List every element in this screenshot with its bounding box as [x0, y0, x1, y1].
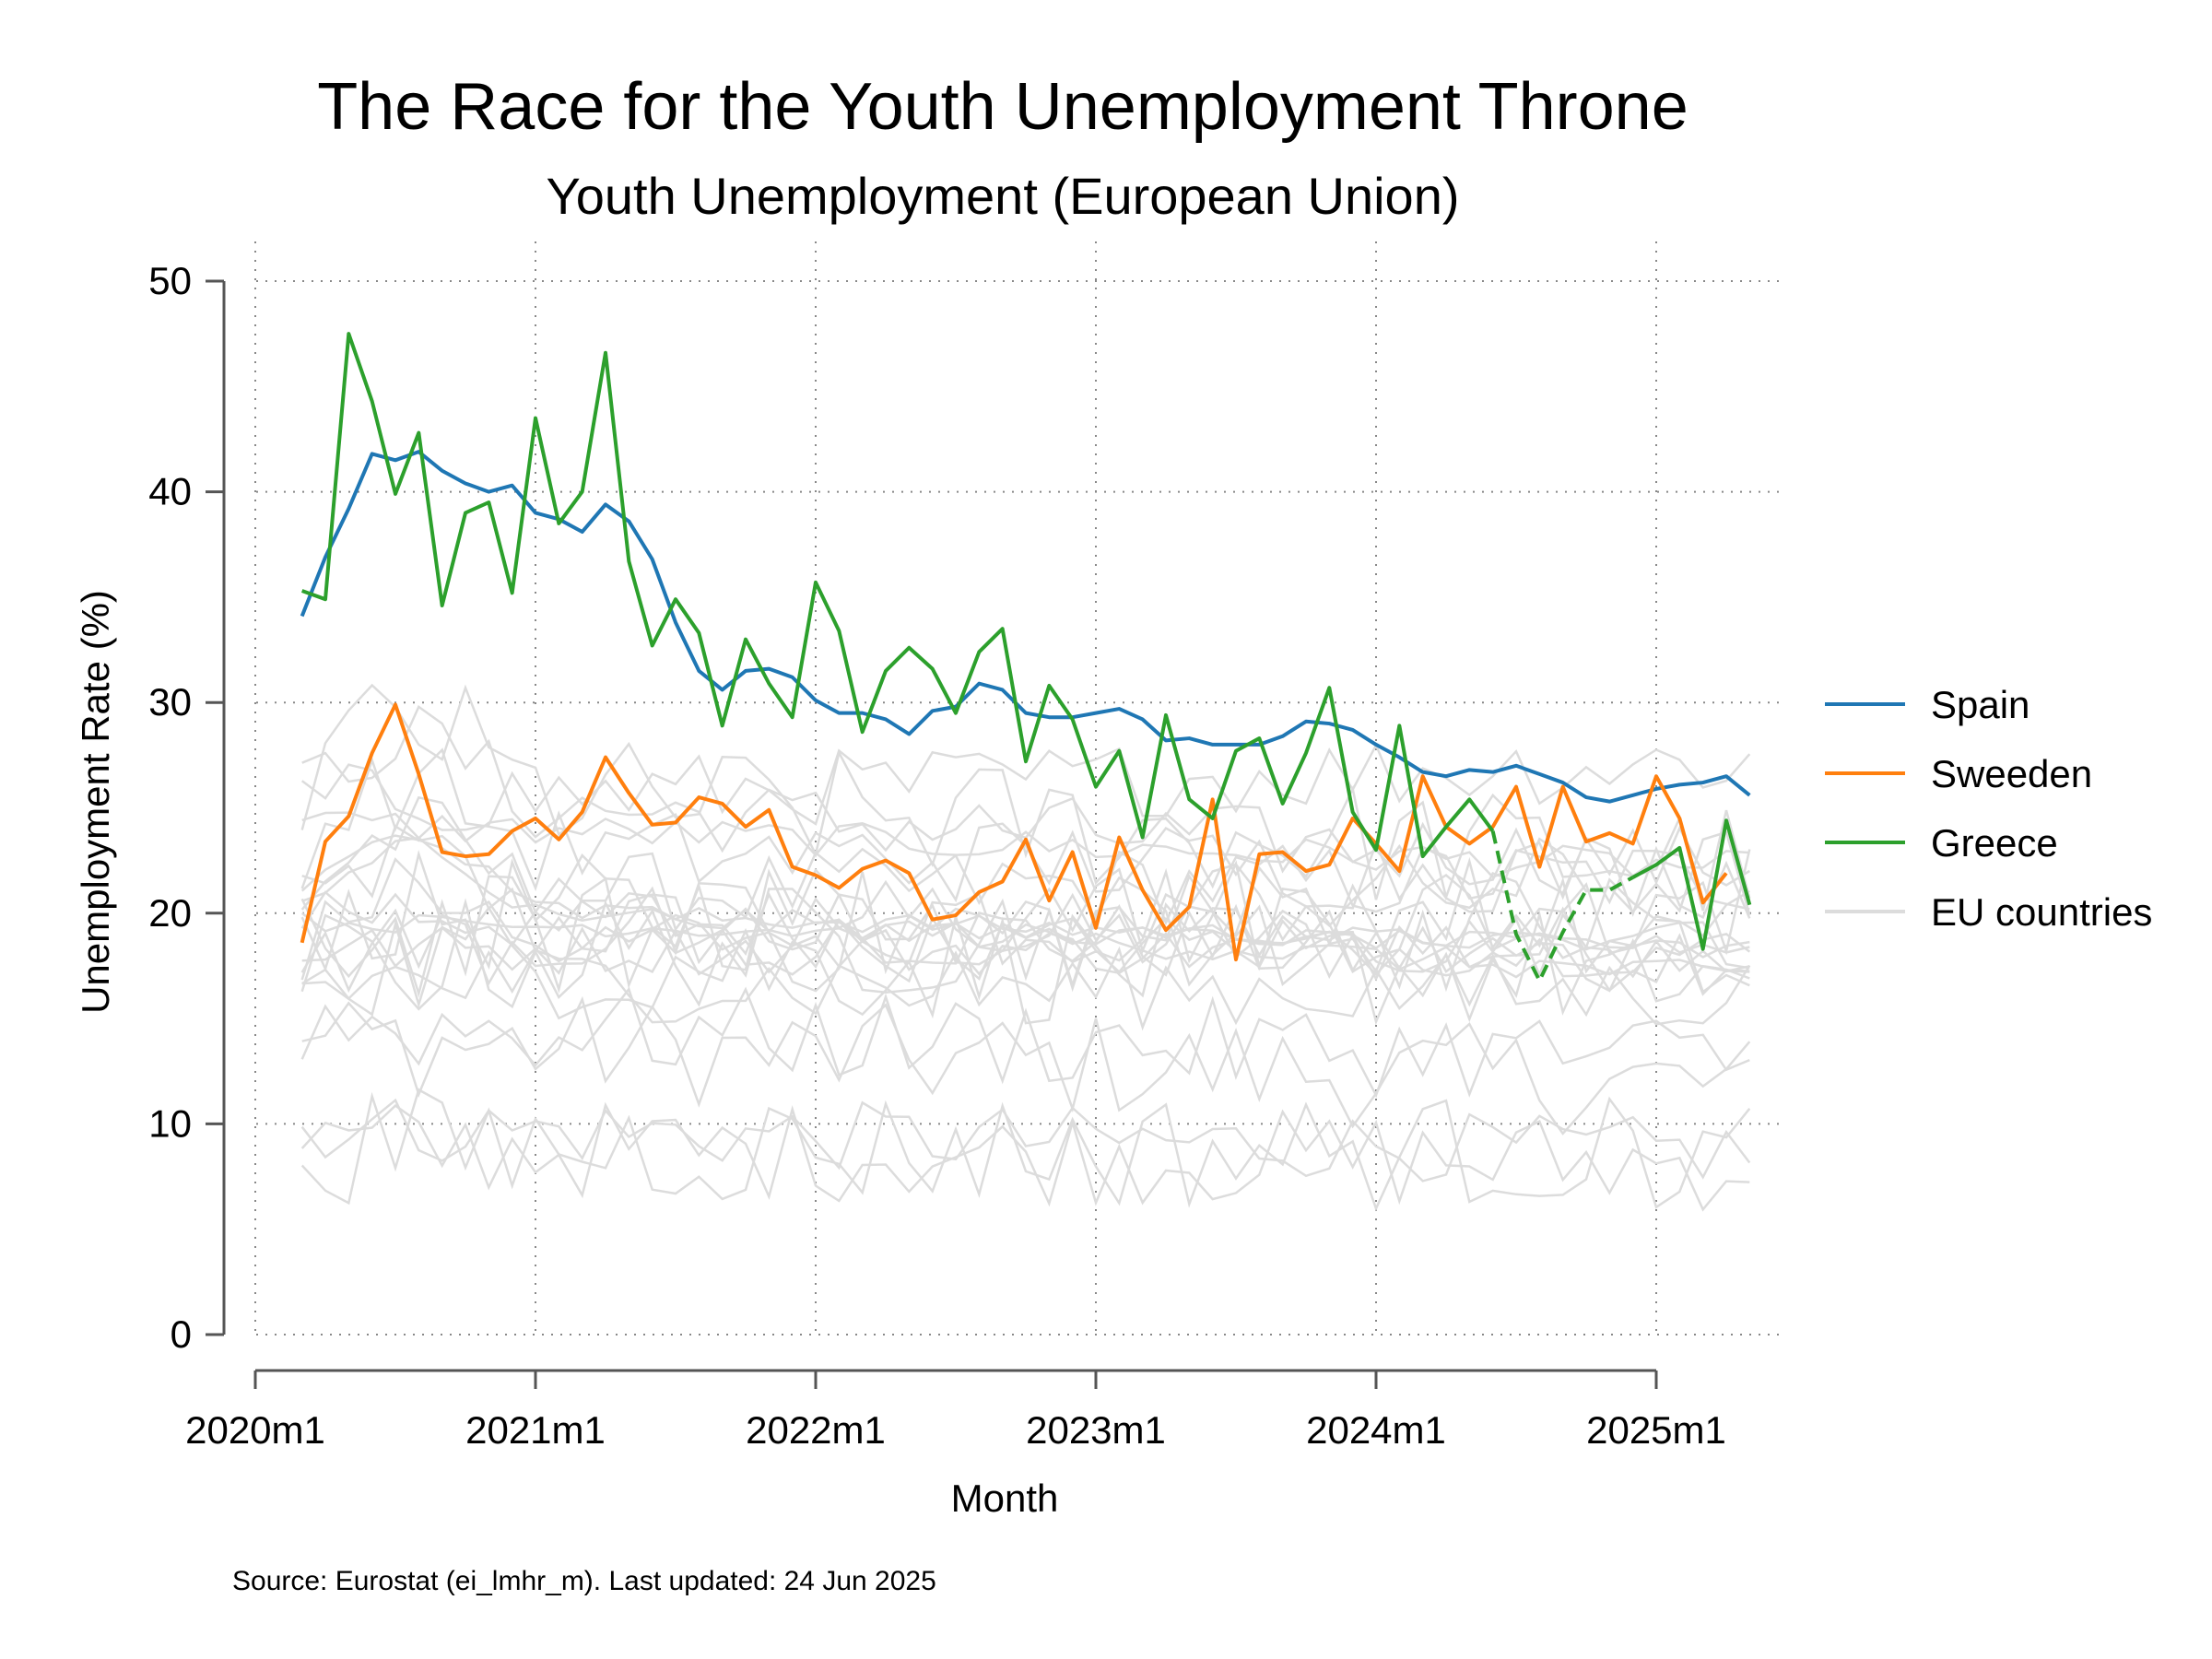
- greece-line: [300, 332, 1495, 859]
- eu-country-line: [301, 902, 1750, 1026]
- greece-line-dashed: [1490, 830, 1634, 985]
- eu-country-line: [300, 986, 1750, 1099]
- eu-country-line: [300, 871, 1750, 998]
- chart-title: The Race for the Youth Unemployment Thro…: [317, 70, 1688, 144]
- y-tick-label: 50: [148, 259, 192, 302]
- eu-country-line: [300, 834, 1750, 979]
- series-layer: [300, 332, 1752, 985]
- x-tick-label: 2023m1: [1026, 1408, 1166, 1452]
- eu-country-line: [300, 1098, 1751, 1182]
- y-axis-label: Unemployment Rate (%): [74, 590, 117, 1014]
- axes-layer: 0 10 20 30 40 50 2020m1 2021m1 2022m1 2023m1 2024m…: [148, 259, 1726, 1452]
- eu-country-line: [301, 836, 1750, 959]
- eu-countries-lines: [300, 683, 1751, 1212]
- spain-line: [300, 450, 1751, 804]
- eu-country-line: [300, 747, 1751, 920]
- legend-label-eu-countries: EU countries: [1931, 890, 2152, 934]
- eu-country-line: [300, 1088, 1751, 1212]
- eu-country-line: [300, 683, 1751, 912]
- legend: Spain Sweeden Greece EU countries: [1825, 683, 2152, 934]
- eu-country-line: [300, 912, 1750, 954]
- legend-label-spain: Spain: [1931, 683, 2030, 726]
- greece-line: [1631, 818, 1752, 951]
- eu-country-line: [301, 926, 1751, 978]
- x-tick-label: 2025m1: [1586, 1408, 1726, 1452]
- x-tick-label: 2022m1: [746, 1408, 886, 1452]
- y-tick-label: 0: [171, 1312, 192, 1356]
- eu-country-line: [300, 849, 1751, 1011]
- eu-country-line: [301, 704, 1750, 895]
- legend-label-greece: Greece: [1931, 821, 2058, 865]
- eu-country-line: [301, 995, 1751, 1135]
- y-tick-label: 40: [148, 470, 192, 513]
- eu-country-line: [300, 849, 1750, 974]
- y-tick-label: 30: [148, 680, 192, 724]
- eu-country-line: [301, 946, 1751, 1031]
- x-tick-label: 2021m1: [465, 1408, 606, 1452]
- chart-subtitle: Youth Unemployment (European Union): [547, 167, 1460, 225]
- eu-country-line: [300, 1101, 1750, 1212]
- eu-country-line: [300, 795, 1750, 933]
- x-tick-label: 2020m1: [185, 1408, 325, 1452]
- x-axis-label: Month: [951, 1477, 1059, 1520]
- y-tick-label: 10: [148, 1101, 192, 1145]
- legend-label-sweeden: Sweeden: [1931, 752, 2092, 795]
- x-tick-label: 2024m1: [1306, 1408, 1446, 1452]
- grid-layer: [254, 241, 1779, 1335]
- eu-country-line: [300, 742, 1751, 831]
- source-note: Source: Eurostat (ei_lmhr_m). Last updat…: [232, 1566, 936, 1596]
- y-tick-label: 20: [148, 891, 192, 935]
- sweeden-line: [300, 702, 1728, 962]
